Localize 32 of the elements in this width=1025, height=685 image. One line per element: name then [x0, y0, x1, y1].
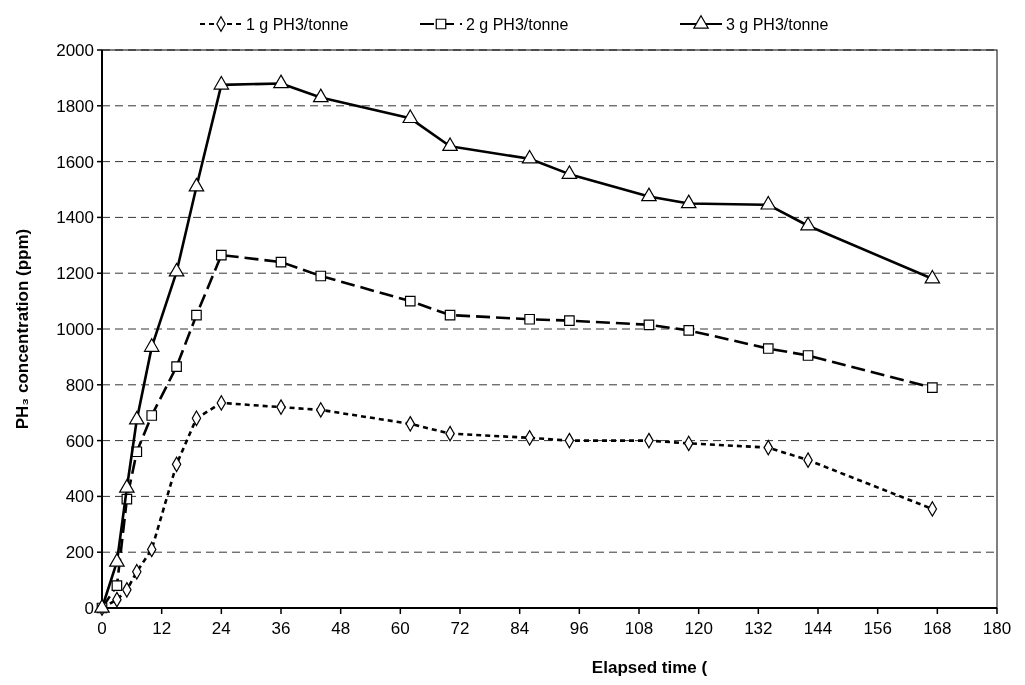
y-tick-label: 2000 — [56, 41, 94, 60]
x-tick-label: 108 — [624, 619, 654, 638]
x-tick-label: 0 — [97, 619, 107, 638]
x-tick-label: 180 — [982, 619, 1012, 638]
y-tick-label: 200 — [65, 543, 94, 563]
x-tick-label: 12 — [152, 619, 172, 638]
y-tick-label: 1400 — [56, 208, 94, 228]
x-tick-label: 72 — [450, 619, 470, 638]
y-tick-label: 1000 — [56, 320, 94, 339]
x-tick-label: 36 — [271, 619, 291, 638]
x-tick-label: 24 — [211, 619, 231, 638]
x-tick-label: 60 — [390, 619, 410, 638]
x-tick-label: 120 — [684, 619, 713, 638]
legend-label: 1 g PH3/tonne — [246, 16, 349, 33]
legend-label: 2 g PH3/tonne — [466, 16, 569, 33]
x-tick-label: 96 — [569, 619, 589, 638]
y-axis-title: PH₃ concentration (ppm) — [13, 228, 32, 430]
x-axis-title: Elapsed time ( — [591, 658, 708, 677]
y-tick-label: 800 — [65, 375, 94, 395]
x-tick-label: 48 — [331, 619, 351, 638]
legend-label: 3 g PH3/tonne — [726, 16, 829, 33]
y-tick-label: 1200 — [56, 264, 94, 284]
x-tick-label: 144 — [803, 619, 833, 638]
y-tick-label: 400 — [65, 487, 94, 507]
x-tick-label: 132 — [744, 619, 773, 638]
y-tick-label: 0 — [84, 599, 94, 618]
y-tick-label: 600 — [65, 431, 94, 451]
y-tick-label: 1600 — [56, 152, 94, 172]
y-tick-label: 1800 — [56, 96, 94, 116]
x-tick-label: 84 — [510, 619, 530, 638]
x-tick-label: 156 — [863, 619, 892, 638]
x-tick-label: 168 — [923, 619, 952, 638]
